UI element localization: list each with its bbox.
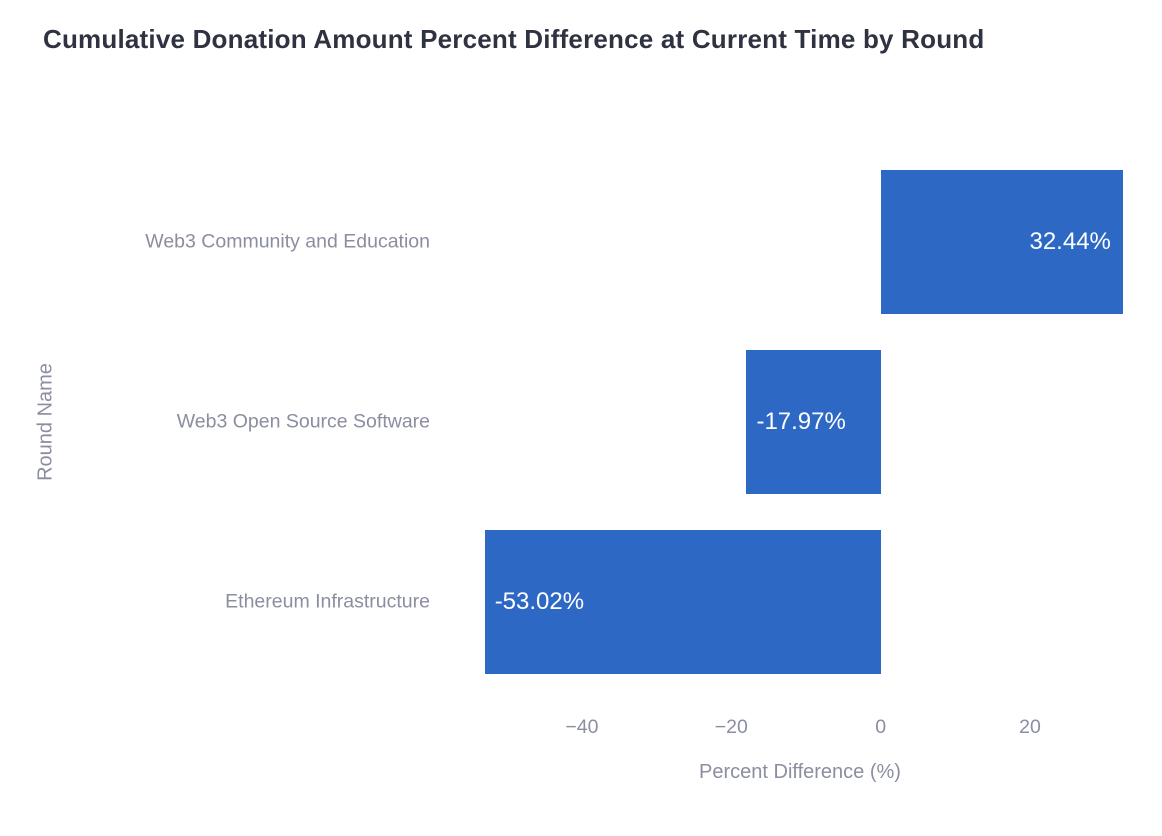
plot-area: 32.44% -17.97% -53.02% bbox=[449, 152, 1151, 692]
bar-value-label: -53.02% bbox=[494, 588, 585, 615]
y-axis-title: Round Name bbox=[34, 363, 57, 481]
x-axis-title: Percent Difference (%) bbox=[699, 761, 901, 783]
chart-title: Cumulative Donation Amount Percent Diffe… bbox=[43, 24, 985, 54]
category-label: Web3 Open Source Software bbox=[176, 410, 430, 433]
bar-value-label: -17.97% bbox=[756, 408, 846, 435]
x-tick-label: −20 bbox=[714, 716, 748, 738]
x-tick-label: −40 bbox=[565, 716, 599, 738]
bar: -53.02% bbox=[484, 530, 881, 674]
bar: 32.44% bbox=[880, 170, 1123, 314]
bar-value-label: 32.44% bbox=[1029, 228, 1111, 255]
bar: -17.97% bbox=[746, 350, 881, 494]
category-label: Ethereum Infrastructure bbox=[225, 590, 430, 613]
category-label: Web3 Community and Education bbox=[145, 230, 430, 253]
x-tick-label: 20 bbox=[1019, 716, 1041, 738]
x-tick-label: 0 bbox=[875, 716, 887, 738]
